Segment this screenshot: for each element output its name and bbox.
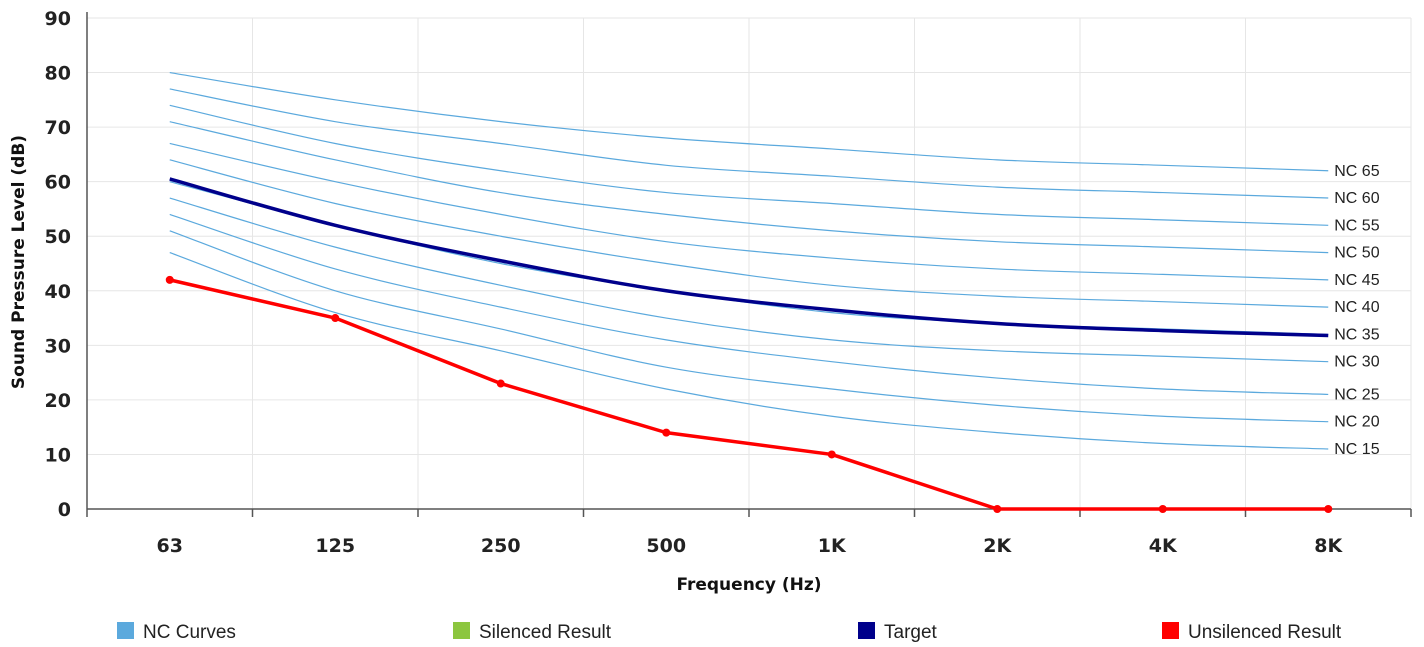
legend: NC Curves Silenced Result Target Unsilenced… [117,622,1342,643]
x-tick-label: 63 [157,535,183,557]
unsilenced-point [1158,505,1167,513]
y-tick-label: 30 [45,335,71,357]
nc-curve-label: NC 20 [1334,414,1379,431]
nc-curve-line [169,213,1329,396]
nc-curve-label: NC 30 [1334,354,1379,371]
unsilenced-point [827,450,836,459]
y-tick-label: 50 [45,226,71,248]
legend-swatch [1162,622,1179,639]
unsilenced-point [331,314,340,323]
nc-curve-line [169,197,1329,363]
legend-label: Target [884,622,938,643]
legend-label: Silenced Result [479,622,612,643]
y-tick-label: 40 [45,281,71,303]
nc-curve-line [169,88,1329,199]
y-axis-title: Sound Pressure Level (dB) [9,135,29,389]
nc-curve-line [169,121,1329,254]
x-axis-title: Frequency (Hz) [676,575,821,595]
x-tick-label: 1K [818,535,847,557]
nc-curve-label: NC 15 [1334,441,1379,458]
nc-curve-label: NC 50 [1334,245,1379,262]
legend-label: NC Curves [143,622,236,643]
unsilenced-point [1324,505,1333,513]
nc-curve-line [169,104,1329,226]
x-tick-label: 8K [1314,535,1343,557]
nc-curve-line [169,252,1329,450]
x-tick-label: 125 [315,535,355,557]
grid-lines [86,17,1412,509]
nc-curve-label: NC 35 [1334,326,1379,343]
nc-curve-label: NC 45 [1334,272,1379,289]
y-tick-label: 20 [45,390,71,412]
y-tick-label: 10 [45,444,71,466]
y-tick-label: 90 [45,8,71,30]
unsilenced-point [496,379,505,388]
x-tick-label: 500 [646,535,686,557]
legend-swatch [453,622,470,639]
nc-curve-line [169,159,1329,308]
nc-curve-label: NC 40 [1334,299,1379,316]
x-tick-label: 2K [983,535,1012,557]
target-line [169,177,1329,338]
x-tick-label: 250 [481,535,521,557]
x-tick-label: 4K [1149,535,1178,557]
legend-swatch [117,622,134,639]
y-tick-label: 60 [45,172,71,194]
data-series [165,177,1333,513]
y-tick-label: 70 [45,117,71,139]
nc-curve-label: NC 65 [1334,163,1379,180]
unsilenced-point [662,428,671,437]
unsilenced-line [169,278,1329,511]
nc-curve-label: NC 60 [1334,190,1379,207]
y-tick-label: 80 [45,63,71,85]
unsilenced-point [165,275,174,284]
nc-curve-line [169,71,1329,172]
legend-label: Unsilenced Result [1188,622,1342,643]
unsilenced-point [993,505,1002,513]
nc-curve-line [169,142,1329,281]
nc-curve-label: NC 55 [1334,217,1379,234]
legend-swatch [858,622,875,639]
nc-curve-label: NC 25 [1334,386,1379,403]
y-tick-label: 0 [58,499,71,521]
nc-curve-line [169,230,1329,423]
